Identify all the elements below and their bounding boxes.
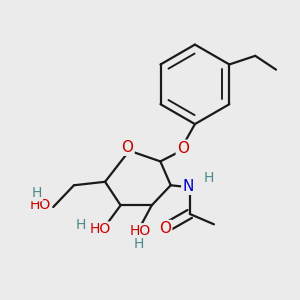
Text: O: O xyxy=(122,140,134,155)
Text: N: N xyxy=(182,179,194,194)
Text: O: O xyxy=(159,221,171,236)
Text: HO: HO xyxy=(89,223,110,236)
Text: HO: HO xyxy=(29,198,51,212)
Text: H: H xyxy=(76,218,86,232)
Text: H: H xyxy=(134,237,144,251)
Text: O: O xyxy=(177,141,189,156)
Text: HO: HO xyxy=(130,224,151,238)
Text: H: H xyxy=(32,186,42,200)
Text: H: H xyxy=(204,171,214,184)
